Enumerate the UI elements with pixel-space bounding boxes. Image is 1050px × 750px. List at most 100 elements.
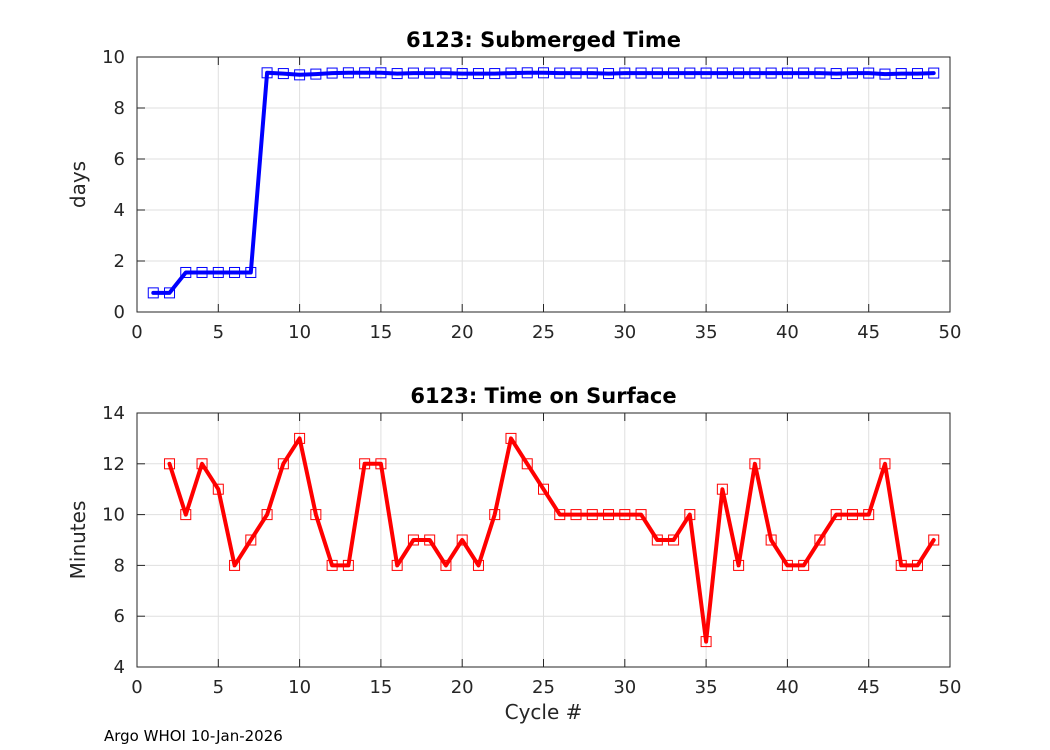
data-point xyxy=(310,509,322,521)
data-point xyxy=(261,67,273,79)
data-point xyxy=(635,509,647,521)
y-tick-label: 8 xyxy=(114,98,125,119)
data-point xyxy=(505,67,517,79)
data-point xyxy=(456,534,468,546)
x-tick-label: 40 xyxy=(776,322,799,343)
data-point xyxy=(424,67,436,79)
y-tick-label: 8 xyxy=(114,555,125,576)
data-point xyxy=(619,67,631,79)
data-point xyxy=(440,67,452,79)
data-point xyxy=(342,559,354,571)
data-point xyxy=(716,483,728,495)
data-point xyxy=(375,458,387,470)
data-point xyxy=(603,68,615,80)
x-tick-label: 15 xyxy=(369,677,392,698)
series-line xyxy=(167,436,936,644)
data-point xyxy=(375,67,387,79)
data-point xyxy=(391,559,403,571)
data-point xyxy=(879,458,891,470)
y-tick-label: 0 xyxy=(114,302,125,323)
y-tick-label: 10 xyxy=(102,505,125,526)
data-point xyxy=(700,67,712,79)
data-point xyxy=(684,509,696,521)
data-point xyxy=(668,67,680,79)
x-tick-label: 35 xyxy=(695,322,718,343)
data-point xyxy=(798,67,810,79)
data-point xyxy=(538,67,549,79)
data-point xyxy=(521,67,533,79)
data-point xyxy=(781,559,793,571)
data-point xyxy=(603,509,615,521)
x-tick-label: 10 xyxy=(288,677,311,698)
x-tick-label: 5 xyxy=(213,322,224,343)
data-point xyxy=(586,509,598,521)
data-point xyxy=(538,483,549,495)
data-point xyxy=(277,458,289,470)
x-tick-label: 0 xyxy=(131,677,142,698)
data-point xyxy=(359,458,371,470)
data-point xyxy=(294,69,306,81)
y-tick-label: 12 xyxy=(102,454,125,475)
y-tick-label: 6 xyxy=(114,149,125,170)
data-point xyxy=(895,68,907,80)
data-point xyxy=(765,534,777,546)
data-point xyxy=(245,534,257,546)
data-point xyxy=(489,68,501,80)
data-point xyxy=(196,458,208,470)
data-point xyxy=(424,534,436,546)
x-tick-label: 5 xyxy=(213,677,224,698)
data-point xyxy=(407,534,419,546)
data-point xyxy=(814,534,826,546)
data-point xyxy=(294,432,306,444)
y-tick-label: 4 xyxy=(114,200,125,221)
series-line xyxy=(151,70,936,295)
x-tick-label: 50 xyxy=(939,322,962,343)
data-point xyxy=(716,67,728,79)
y-axis-label: Minutes xyxy=(66,501,90,580)
data-point xyxy=(554,509,566,521)
x-tick-label: 25 xyxy=(532,677,555,698)
data-point xyxy=(570,509,582,521)
x-tick-label: 45 xyxy=(857,677,880,698)
data-point xyxy=(928,67,940,79)
data-point xyxy=(733,67,745,79)
data-point xyxy=(229,559,241,571)
x-tick-label: 50 xyxy=(939,677,962,698)
data-point xyxy=(749,67,761,79)
data-point xyxy=(863,509,875,521)
data-point xyxy=(196,266,208,278)
x-tick-label: 10 xyxy=(288,322,311,343)
footer-text: Argo WHOI 10-Jan-2026 xyxy=(104,727,283,745)
x-tick-label: 45 xyxy=(857,322,880,343)
y-tick-label: 4 xyxy=(114,657,125,678)
data-point xyxy=(928,534,940,546)
data-point xyxy=(472,68,484,80)
x-tick-label: 40 xyxy=(776,677,799,698)
data-point xyxy=(765,67,777,79)
data-point xyxy=(798,559,810,571)
data-point xyxy=(277,68,289,80)
x-tick-label: 35 xyxy=(695,677,718,698)
data-point xyxy=(212,483,224,495)
data-point xyxy=(830,509,842,521)
data-point xyxy=(863,67,875,79)
x-tick-label: 30 xyxy=(613,677,636,698)
data-point xyxy=(668,534,680,546)
data-point xyxy=(407,67,419,79)
data-point xyxy=(911,68,923,80)
data-point xyxy=(733,559,745,571)
chart-title: 6123: Submerged Time xyxy=(406,28,681,52)
data-point xyxy=(440,559,452,571)
data-point xyxy=(164,458,176,470)
data-point xyxy=(391,68,403,80)
data-point xyxy=(700,636,712,648)
data-point xyxy=(684,67,696,79)
data-point xyxy=(180,509,192,521)
data-point xyxy=(651,67,663,79)
data-point xyxy=(147,287,159,299)
surface-time-chart: 0 5 10 15 20 25 30 35 40 45 50 4 6 8 10 12 14 6123: Time … xyxy=(66,384,961,724)
data-point xyxy=(229,266,241,278)
data-point xyxy=(586,67,598,79)
x-tick-label: 25 xyxy=(532,322,555,343)
data-point xyxy=(570,67,582,79)
